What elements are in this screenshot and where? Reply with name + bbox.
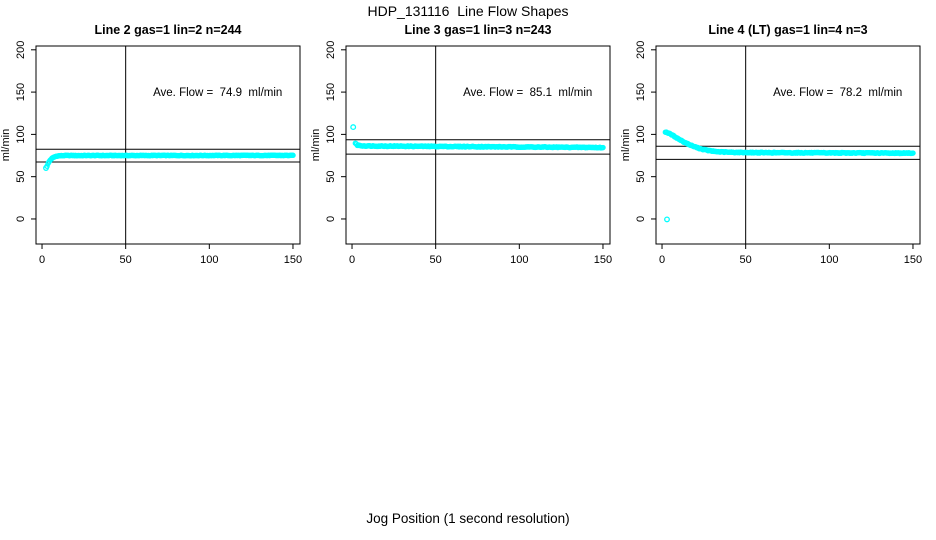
x-tick-label: 150: [594, 254, 612, 266]
plot-box: [345, 45, 611, 245]
x-tick-label: 50: [430, 254, 442, 266]
y-tick-label: 100: [325, 125, 337, 143]
x-tick-label: 100: [200, 254, 218, 266]
panel-title: Line 4 (LT) gas=1 lin=4 n=3: [708, 23, 867, 37]
flow-series: [43, 152, 296, 171]
y-tick-label: 100: [15, 125, 27, 143]
outlier-point: [664, 216, 670, 223]
x-tick-label: 0: [349, 254, 355, 266]
plot-box: [35, 45, 301, 245]
panel-2-chart: Line 3 gas=1 lin=3 n=243 0 50 100 150 200 ml/m…: [310, 23, 612, 266]
x-tick-label: 100: [510, 254, 528, 266]
y-tick-label: 200: [15, 41, 27, 59]
x-axis-label: Jog Position (1 second resolution): [366, 511, 570, 526]
x-tick-label: 0: [659, 254, 665, 266]
y-tick-label: 0: [325, 216, 337, 222]
y-tick-label: 200: [325, 41, 337, 59]
y-tick-label: 150: [325, 83, 337, 101]
panel-title: Line 2 gas=1 lin=2 n=244: [95, 23, 242, 37]
y-tick-label: 50: [15, 171, 27, 183]
y-axis-label: ml/min: [0, 129, 12, 161]
main-title: HDP_131116 Line Flow Shapes: [367, 3, 569, 19]
panels-container: Line 2 gas=1 lin=2 n=244 0 50 100 150 200 ml/m…: [0, 14, 936, 304]
y-tick-label: 150: [635, 83, 647, 101]
flow-series: [662, 129, 916, 223]
y-tick-label: 0: [635, 216, 647, 222]
y-tick-label: 200: [635, 41, 647, 59]
y-axis-label: ml/min: [620, 129, 632, 161]
panel-1-chart: Line 2 gas=1 lin=2 n=244 0 50 100 150 200 ml/m…: [0, 23, 302, 266]
average-flow-annotation: Ave. Flow = 85.1 ml/min: [463, 87, 592, 99]
average-flow-annotation: Ave. Flow = 74.9 ml/min: [153, 87, 282, 99]
panel-3-chart: Line 4 (LT) gas=1 lin=4 n=3 0 50 100 150 200 m…: [620, 23, 922, 266]
x-tick-label: 150: [904, 254, 922, 266]
x-tick-label: 150: [284, 254, 302, 266]
y-tick-label: 100: [635, 125, 647, 143]
x-tick-label: 50: [740, 254, 752, 266]
x-tick-label: 0: [39, 254, 45, 266]
x-tick-label: 50: [120, 254, 132, 266]
y-tick-label: 50: [635, 171, 647, 183]
panel-title: Line 3 gas=1 lin=3 n=243: [405, 23, 552, 37]
y-axis-label: ml/min: [310, 129, 322, 161]
plot-box: [655, 45, 921, 245]
y-tick-label: 50: [325, 171, 337, 183]
y-tick-label: 0: [15, 216, 27, 222]
outlier-point: [43, 165, 49, 171]
flow-series: [350, 124, 606, 151]
x-tick-label: 100: [820, 254, 838, 266]
y-tick-label: 150: [15, 83, 27, 101]
average-flow-annotation: Ave. Flow = 78.2 ml/min: [773, 87, 902, 99]
outlier-point: [350, 124, 357, 131]
